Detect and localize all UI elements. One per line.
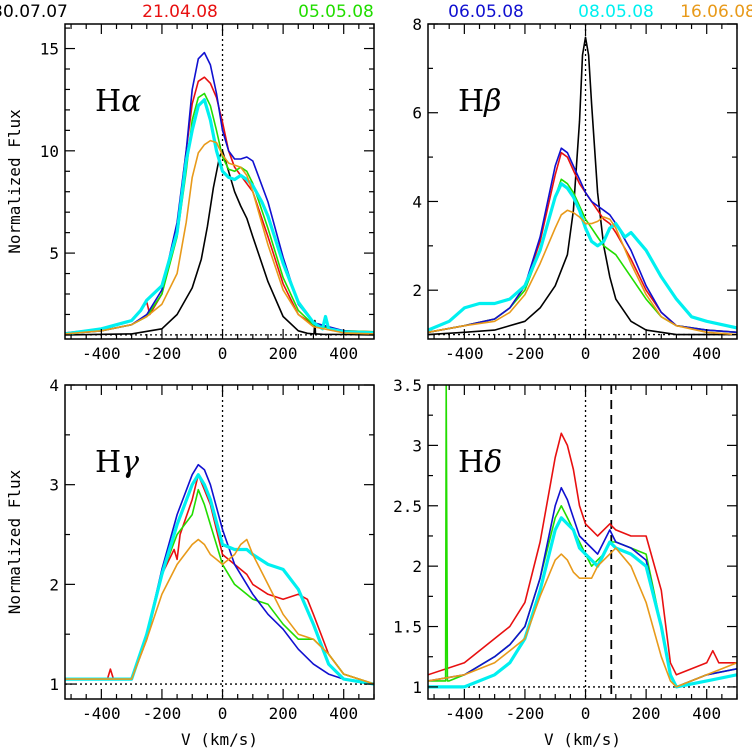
x-tick-label: -400 <box>82 344 121 363</box>
series-line-08.05.08 <box>428 182 737 332</box>
series-line-16.06.08 <box>428 209 737 336</box>
x-tick-label: 400 <box>329 344 358 363</box>
y-axis-label: Normalized Flux <box>5 109 24 254</box>
series-line-30.07.07 <box>428 36 737 336</box>
y-tick-label: 4 <box>412 192 422 211</box>
series-line-21.04.08 <box>428 432 737 676</box>
series-line-06.05.08 <box>65 51 374 335</box>
legend-date-5: 16.06.08 <box>680 2 752 22</box>
series-line-06.05.08 <box>428 147 737 334</box>
x-tick-label: 400 <box>329 704 358 723</box>
x-tick-label: -200 <box>506 344 545 363</box>
x-tick-label: 0 <box>581 704 591 723</box>
plot-frame <box>427 384 738 700</box>
series-line-05.05.08 <box>65 92 374 335</box>
series-line-16.06.08 <box>65 538 374 685</box>
panel-1: -400 -200 0 200 400 5 10 15 Hα Normalized Flux <box>5 23 375 363</box>
legend-date-2: 05.05.08 <box>298 2 374 22</box>
y-tick-label: 1 <box>412 678 422 697</box>
panel-2: -400 -200 0 200 400 2 4 6 8 Hβ <box>412 15 738 363</box>
panel-3: -400 -200 0 200 400 1 2 3 4 Hγ Normalized Flux V (k… <box>5 376 375 749</box>
legend-date-0: 30.07.07 <box>0 2 68 22</box>
panel-label: Hβ <box>458 84 502 119</box>
x-tick-label: -400 <box>82 704 121 723</box>
series-line-16.06.08 <box>428 547 737 688</box>
x-tick-label: 200 <box>269 704 298 723</box>
x-tick-label: 0 <box>218 704 228 723</box>
y-tick-label: 3 <box>412 436 422 455</box>
y-tick-label: 2 <box>412 557 422 576</box>
series-line-16.06.08 <box>65 139 374 335</box>
series-line-06.05.08 <box>428 486 737 688</box>
x-tick-label: -200 <box>143 344 182 363</box>
y-tick-label: 10 <box>40 142 59 161</box>
panel-label: Hα <box>95 84 141 119</box>
panel-label: Hδ <box>458 445 502 480</box>
y-tick-label: 3 <box>49 476 59 495</box>
series-line-08.05.08 <box>65 98 374 336</box>
series-line-05.05.08 <box>428 178 737 334</box>
series-line-08.05.08 <box>428 516 737 689</box>
x-tick-label: -200 <box>506 704 545 723</box>
series-group <box>65 51 374 336</box>
y-tick-label: 15 <box>40 40 59 59</box>
y-tick-label: 2 <box>49 575 59 594</box>
x-tick-label: 200 <box>632 344 661 363</box>
x-tick-label: -400 <box>445 344 484 363</box>
series-line-05.05.08 <box>428 385 737 688</box>
plot-frame <box>64 23 375 340</box>
y-tick-label: 3.5 <box>393 376 422 395</box>
x-tick-label: -400 <box>445 704 484 723</box>
y-tick-label: 5 <box>49 244 59 263</box>
x-axis-label: V (km/s) <box>181 730 258 749</box>
legend-date-1: 21.04.08 <box>142 2 218 22</box>
y-axis-label: Normalized Flux <box>5 469 24 614</box>
x-tick-label: -200 <box>143 704 182 723</box>
series-line-30.07.07 <box>65 150 374 336</box>
y-tick-label: 2.5 <box>393 497 422 516</box>
y-tick-label: 1.5 <box>393 618 422 637</box>
legend-date-4: 08.05.08 <box>578 2 654 22</box>
y-tick-label: 6 <box>412 104 422 123</box>
series-group <box>65 463 374 686</box>
legend-date-3: 06.05.08 <box>448 2 524 22</box>
x-tick-label: 200 <box>269 344 298 363</box>
x-tick-label: 0 <box>218 344 228 363</box>
panel-label: Hγ <box>95 445 139 480</box>
series-group <box>428 385 737 689</box>
series-group <box>428 36 737 336</box>
x-tick-label: 200 <box>632 704 661 723</box>
plot-frame <box>64 384 375 700</box>
date-legend: 30.07.07 21.04.08 05.05.08 06.05.08 08.05.08… <box>0 2 752 22</box>
series-line-08.05.08 <box>65 473 374 686</box>
y-tick-label: 2 <box>412 281 422 300</box>
panel-4: -400 -200 0 200 400 1 1.5 2 2.5 3 3.5 Hδ V (km/s) <box>393 376 738 749</box>
x-axis-label: V (km/s) <box>544 730 621 749</box>
plot-frame <box>427 23 738 340</box>
y-tick-label: 1 <box>49 675 59 694</box>
y-tick-label: 8 <box>412 15 422 34</box>
x-tick-label: 0 <box>581 344 591 363</box>
y-tick-label: 4 <box>49 376 59 395</box>
x-tick-label: 400 <box>692 704 721 723</box>
x-tick-label: 400 <box>692 344 721 363</box>
